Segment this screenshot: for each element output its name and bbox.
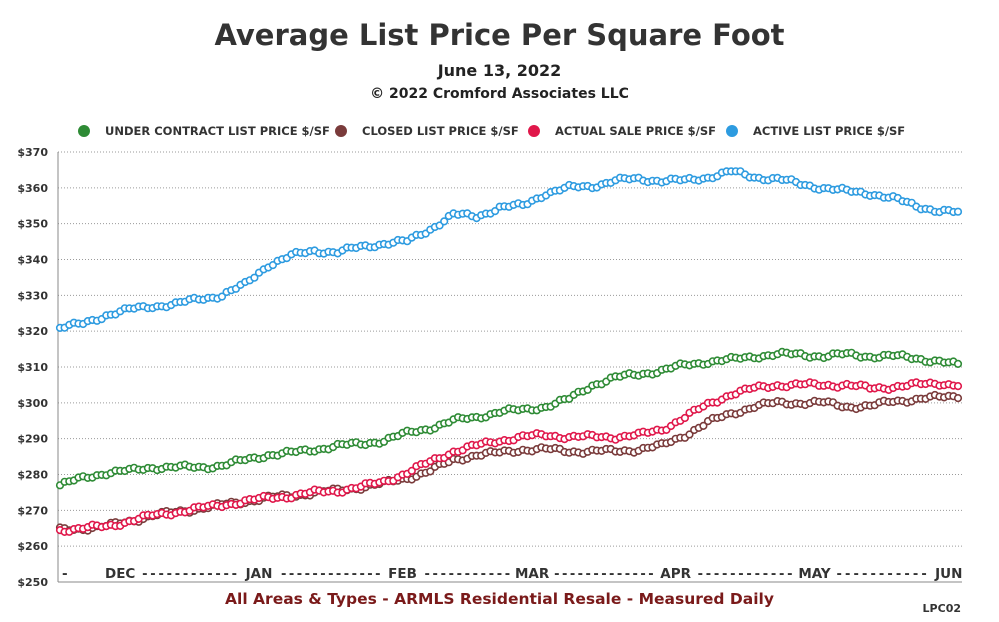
x-tick-label: JUN: [934, 566, 962, 582]
chart-date: June 13, 2022: [437, 61, 562, 80]
legend-label: ACTIVE LIST PRICE $/SF: [753, 124, 906, 138]
copyright-notice: © 2022 Cromford Associates LLC: [370, 86, 629, 102]
x-tick-label: MAY: [798, 566, 831, 582]
data-point: [440, 217, 449, 226]
y-tick-label: $360: [17, 182, 48, 195]
data-point: [953, 207, 963, 216]
y-tick-label: $340: [17, 254, 48, 267]
data-point: [407, 466, 416, 476]
legend-label: CLOSED LIST PRICE $/SF: [362, 124, 519, 138]
y-tick-label: $280: [17, 469, 48, 482]
y-tick-label: $250: [17, 576, 48, 589]
y-tick-label: $370: [17, 146, 48, 159]
data-point: [680, 413, 690, 423]
legend-item-active: ACTIVE LIST PRICE $/SF: [726, 124, 905, 138]
data-point: [953, 359, 963, 369]
y-tick-label: $300: [17, 397, 48, 410]
x-tick-label: MAR: [515, 566, 550, 582]
data-point: [426, 467, 435, 476]
legend-dot-icon: [78, 125, 90, 137]
legend-dot-icon: [528, 125, 540, 137]
series-0: [55, 347, 963, 490]
x-axis-dashes: - - - - - - - - - - - -: [142, 567, 237, 582]
x-axis-dash: -: [62, 566, 68, 582]
y-tick-label: $330: [17, 289, 48, 302]
y-tick-label: $260: [17, 540, 48, 553]
x-tick-label: APR: [660, 566, 691, 582]
data-point: [953, 382, 963, 391]
y-tick-label: $350: [17, 218, 48, 231]
series-2: [55, 378, 963, 537]
chart-legend: UNDER CONTRACT LIST PRICE $/SF CLOSED LI…: [0, 124, 999, 142]
x-axis-dashes: - - - - - - - - - - - - -: [281, 567, 380, 582]
data-point: [217, 292, 227, 301]
y-tick-label: $310: [17, 361, 48, 374]
x-axis-dashes: - - - - - - - - - - -: [837, 567, 927, 582]
x-axis-dashes: - - - - - - - - - - -: [425, 567, 511, 582]
chart-code: LPC02: [922, 602, 961, 615]
y-tick-label: $320: [17, 325, 48, 338]
chart-title: Average List Price Per Square Foot: [214, 18, 785, 52]
data-point: [699, 421, 708, 431]
x-tick-label: JAN: [245, 566, 273, 582]
data-point: [953, 394, 963, 403]
series-3: [55, 167, 963, 333]
legend-label: ACTUAL SALE PRICE $/SF: [555, 124, 716, 138]
legend-label: UNDER CONTRACT LIST PRICE $/SF: [105, 124, 330, 138]
y-tick-label: $290: [17, 433, 48, 446]
x-tick-label: DEC: [105, 566, 135, 582]
x-axis-dashes: - - - - - - - - - - - - -: [554, 567, 653, 582]
legend-dot-icon: [335, 125, 347, 137]
x-tick-label: FEB: [388, 566, 417, 582]
legend-item-actual-sale: ACTUAL SALE PRICE $/SF: [528, 124, 716, 138]
x-axis-dashes: - - - - - - - - - - - -: [698, 567, 793, 582]
y-tick-label: $270: [17, 504, 48, 517]
legend-item-closed: CLOSED LIST PRICE $/SF: [335, 124, 519, 138]
chart-caption: All Areas & Types - ARMLS Residential Re…: [225, 590, 774, 608]
legend-dot-icon: [726, 125, 738, 137]
legend-item-under-contract: UNDER CONTRACT LIST PRICE $/SF: [78, 124, 330, 138]
data-point: [250, 273, 259, 282]
data-point: [685, 430, 694, 439]
